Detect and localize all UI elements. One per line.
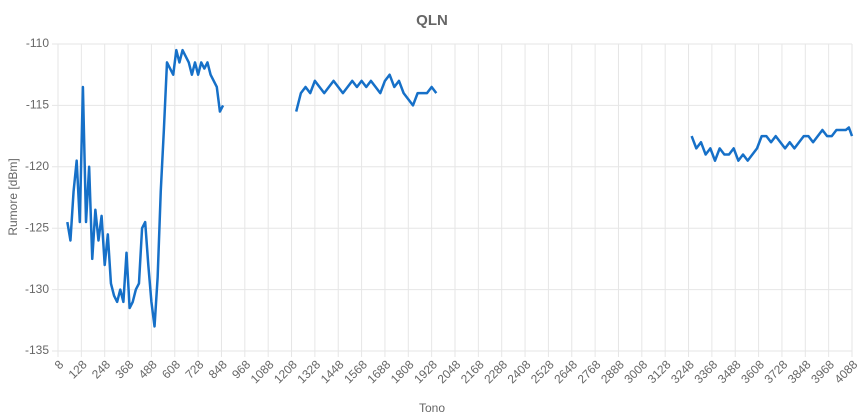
chart-title: QLN [416,12,448,29]
x-tick-label: 3248 [668,357,697,386]
x-tick-label: 2168 [458,357,487,386]
x-tick-label: 3368 [691,357,720,386]
x-tick-label: 8 [52,357,67,372]
x-tick-label: 3128 [645,357,674,386]
x-tick-label: 848 [206,357,230,381]
x-tick-label: 488 [136,357,160,381]
x-tick-label: 2528 [528,357,557,386]
x-tick-label: 1088 [248,357,277,386]
x-tick-label: 248 [89,357,113,381]
x-tick-label: 3008 [621,357,650,386]
x-tick-label: 2768 [575,357,604,386]
x-tick-label: 3728 [762,357,791,386]
x-tick-label: 368 [112,357,136,381]
x-tick-label: 2288 [481,357,510,386]
y-tick-label: -135 [25,343,49,357]
y-tick-label: -125 [25,220,49,234]
x-tick-label: 2408 [505,357,534,386]
x-tick-label: 2048 [435,357,464,386]
y-tick-label: -115 [26,98,49,112]
x-tick-label: 3968 [808,357,837,386]
x-tick-label: 2888 [598,357,627,386]
x-tick-label: 2648 [551,357,580,386]
data-line [66,48,854,328]
x-tick-label: 4088 [832,357,861,386]
x-tick-label: 1928 [411,357,440,386]
x-tick-label: 728 [182,357,206,381]
x-axis-label: Tono [419,401,445,415]
y-tick-label: -120 [25,159,49,173]
x-tick-label: 1448 [318,357,347,386]
x-tick-label: 128 [66,357,90,381]
x-tick-label: 1568 [341,357,370,386]
x-tick-label: 3608 [738,357,767,386]
x-tick-label: 3488 [715,357,744,386]
x-tick-label: 1808 [388,357,417,386]
x-tick-label: 1688 [365,357,394,386]
y-tick-label: -130 [25,282,49,296]
x-tick-label: 1328 [294,357,323,386]
x-tick-label: 1208 [271,357,300,386]
y-tick-label: -110 [26,36,49,50]
x-tick-label: 3848 [785,357,814,386]
x-tick-label: 608 [159,357,183,381]
y-axis-label: Rumore [dBm] [6,158,20,235]
